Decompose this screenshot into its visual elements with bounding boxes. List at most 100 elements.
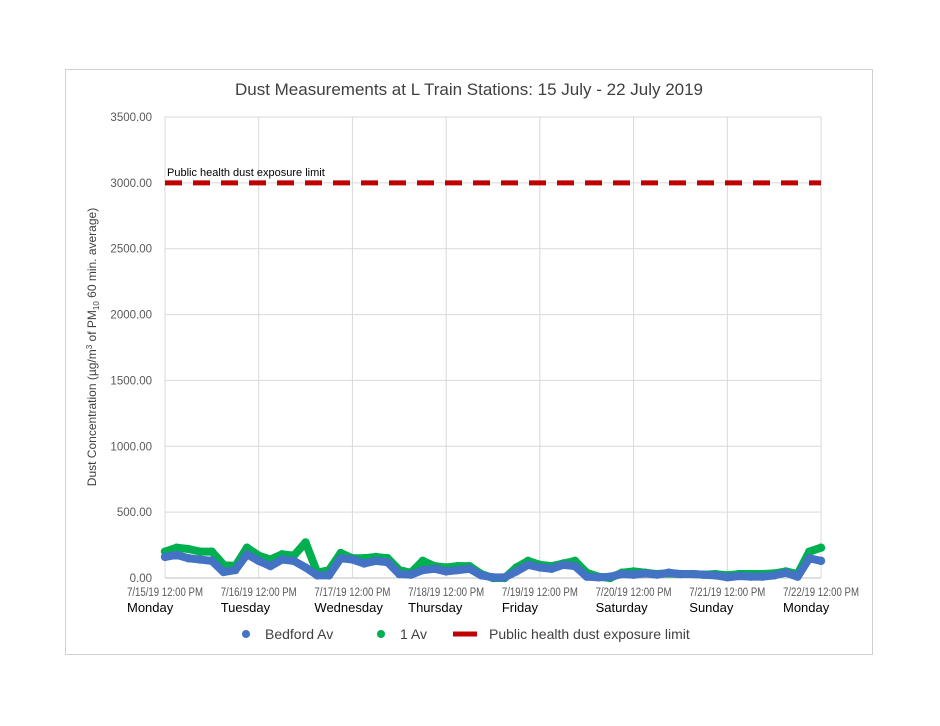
data-point-bedford-av [687, 569, 697, 579]
data-point-bedford-av [266, 561, 275, 571]
data-point-bedford-av [793, 572, 802, 581]
data-point-bedford-av [195, 555, 205, 564]
data-point-bedford-av [676, 569, 685, 579]
x-tick-label: 7/15/19 12:00 PM [127, 587, 203, 599]
data-point-bedford-av [277, 555, 287, 564]
legend-marker-bedford-av [242, 630, 250, 638]
data-point-bedford-av [535, 563, 545, 572]
data-point-bedford-av [430, 564, 439, 573]
data-point-bedford-av [582, 572, 591, 581]
data-point-bedford-av [359, 559, 369, 568]
day-label: Wednesday [314, 600, 383, 615]
data-point-1-av [242, 543, 252, 552]
data-point-bedford-av [769, 571, 779, 580]
data-point-bedford-av [629, 570, 638, 579]
legend: Bedford Av 1 Av Public health dust expos… [242, 626, 690, 642]
data-point-bedford-av [641, 569, 650, 578]
data-point-bedford-av [652, 570, 662, 579]
y-tick-label: 3000.00 [110, 178, 152, 190]
data-point-bedford-av [231, 565, 240, 575]
x-tick-label: 7/16/19 12:00 PM [221, 587, 297, 599]
data-point-bedford-av [617, 569, 627, 579]
data-point-bedford-av [254, 556, 263, 566]
y-axis-label-part: Dust Concentration (µg/m [85, 349, 99, 486]
day-label: Monday [127, 600, 174, 615]
legend-marker-1-av [377, 630, 385, 638]
y-tick-label: 2000.00 [110, 310, 152, 322]
data-point-bedford-av [477, 571, 486, 580]
chart-frame [65, 69, 873, 655]
data-point-1-av [301, 538, 310, 547]
day-label: Saturday [596, 600, 649, 615]
y-tick-label: 500.00 [117, 507, 152, 519]
legend-label-1-av: 1 Av [400, 626, 427, 642]
day-label: Sunday [689, 600, 734, 615]
data-point-bedford-av [758, 572, 767, 581]
data-point-bedford-av [301, 563, 310, 572]
data-point-bedford-av [406, 570, 416, 579]
data-point-1-av [805, 547, 814, 556]
data-point-bedford-av [746, 572, 755, 581]
y-tick-label: 2500.00 [110, 244, 152, 256]
data-point-bedford-av [605, 572, 615, 581]
data-point-bedford-av [512, 567, 521, 576]
data-point-1-av [207, 547, 217, 556]
data-point-bedford-av [488, 573, 498, 582]
data-point-bedford-av [734, 571, 744, 581]
y-tick-label: 3500.00 [110, 112, 152, 124]
x-tick-label: 7/17/19 12:00 PM [314, 587, 390, 599]
data-point-bedford-av [395, 569, 404, 579]
y-axis-label-part: 60 min. average) [85, 208, 99, 301]
x-tick-label: 7/18/19 12:00 PM [408, 587, 484, 599]
data-point-bedford-av [348, 555, 357, 564]
data-point-bedford-av [172, 550, 181, 560]
data-point-bedford-av [289, 556, 299, 566]
data-point-bedford-av [500, 573, 509, 582]
data-point-bedford-av [441, 567, 451, 576]
data-point-bedford-av [570, 561, 580, 571]
y-tick-label: 1500.00 [110, 375, 152, 387]
x-tick-label: 7/20/19 12:00 PM [596, 587, 672, 599]
data-point-bedford-av [699, 570, 709, 579]
data-point-bedford-av [594, 573, 603, 582]
day-label: Monday [783, 600, 830, 615]
data-point-bedford-av [219, 567, 228, 577]
data-point-bedford-av [816, 556, 826, 566]
data-point-bedford-av [207, 556, 217, 566]
data-point-bedford-av [184, 554, 193, 563]
day-label: Thursday [408, 600, 463, 615]
data-point-bedford-av [324, 571, 334, 580]
y-axis-label: Dust Concentration (µg/m3 of PM10 60 min… [85, 208, 101, 486]
data-point-bedford-av [383, 557, 392, 567]
y-axis-label-part: of PM [85, 310, 99, 345]
data-point-bedford-av [313, 571, 322, 580]
data-point-bedford-av [371, 556, 381, 566]
data-point-bedford-av [160, 552, 170, 562]
data-point-bedford-av [723, 573, 732, 582]
x-tick-label: 7/22/19 12:00 PM [783, 587, 859, 599]
legend-label-bedford-av: Bedford Av [265, 626, 333, 642]
threshold-annotation: Public health dust exposure limit [167, 167, 325, 179]
y-axis-label-part: 10 [92, 301, 101, 310]
day-label: Friday [502, 600, 539, 615]
data-point-bedford-av [805, 554, 814, 563]
data-point-bedford-av [242, 550, 252, 559]
data-point-1-av [816, 543, 826, 552]
data-point-bedford-av [453, 565, 463, 575]
data-point-bedford-av [418, 565, 427, 575]
data-point-bedford-av [336, 554, 345, 563]
data-point-1-av [418, 556, 427, 566]
legend-label-threshold: Public health dust exposure limit [489, 626, 690, 642]
data-point-bedford-av [547, 564, 556, 573]
y-tick-label: 1000.00 [110, 441, 152, 453]
data-point-1-av [184, 544, 193, 554]
data-point-bedford-av [559, 560, 568, 570]
data-point-bedford-av [523, 560, 533, 570]
data-point-bedford-av [781, 568, 791, 577]
day-label: Tuesday [221, 600, 271, 615]
y-axis-label-part: 3 [85, 344, 94, 349]
data-point-bedford-av [465, 564, 474, 573]
data-point-1-av [195, 547, 205, 556]
data-point-1-av [172, 543, 181, 552]
